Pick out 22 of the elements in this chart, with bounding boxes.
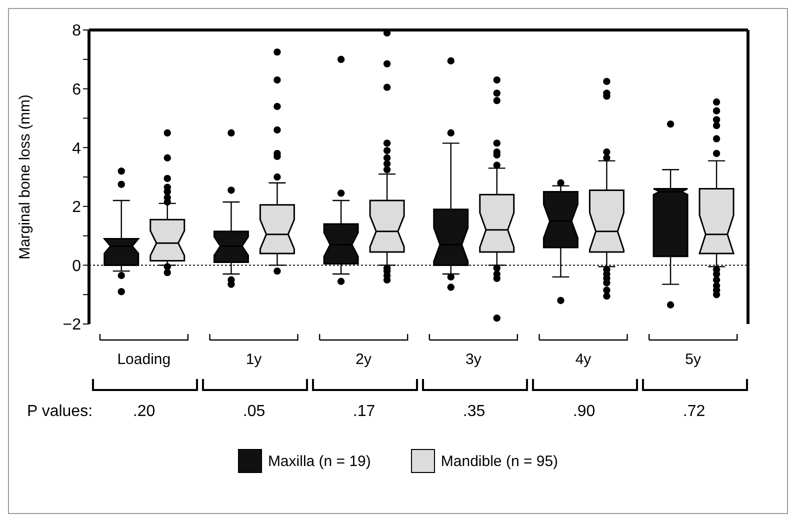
text: .05 bbox=[242, 403, 266, 421]
text: .90 bbox=[572, 403, 596, 421]
text: .17 bbox=[352, 403, 376, 421]
text: .72 bbox=[682, 403, 706, 421]
x-tick-label: 3y bbox=[465, 351, 482, 368]
x-tick-label: 2y bbox=[356, 351, 372, 368]
x-tick-label: Loading bbox=[117, 351, 171, 368]
y-tick-label: −2 bbox=[62, 316, 82, 334]
x-tick-label: 1y bbox=[246, 351, 262, 368]
legend-label: Maxilla (n = 19) bbox=[268, 452, 371, 470]
legend-label: Mandible (n = 95) bbox=[440, 452, 558, 470]
text: .35 bbox=[462, 403, 486, 421]
y-axis-title: Marginal bone loss (mm) bbox=[16, 94, 34, 260]
y-tick-label: 4 bbox=[72, 140, 82, 158]
text: .20 bbox=[132, 403, 156, 420]
y-tick-label: 2 bbox=[72, 199, 82, 216]
x-tick-label: 4y bbox=[575, 351, 592, 368]
y-tick-label: 0 bbox=[72, 258, 82, 275]
text: P values: bbox=[27, 403, 93, 421]
y-tick-label: 8 bbox=[72, 22, 82, 40]
y-tick-label: 6 bbox=[72, 81, 82, 98]
x-tick-label: 5y bbox=[685, 351, 702, 368]
